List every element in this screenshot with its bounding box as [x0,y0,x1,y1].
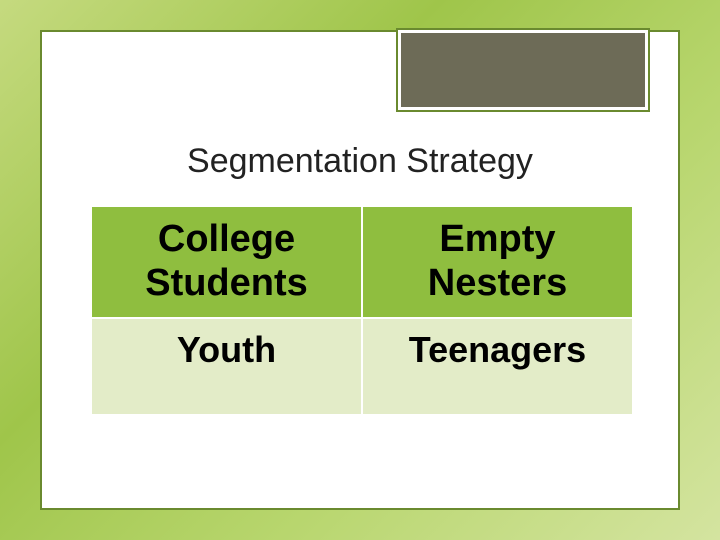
corner-accent-box [398,30,648,110]
slide-frame: Segmentation Strategy College Students E… [40,30,680,510]
cell-empty-nesters: Empty Nesters [363,207,632,317]
cell-teenagers: Teenagers [363,319,632,414]
slide-title: Segmentation Strategy [42,142,678,181]
segmentation-grid: College Students Empty Nesters Youth Tee… [92,207,632,414]
table-row: Youth Teenagers [92,319,632,414]
table-row: College Students Empty Nesters [92,207,632,319]
cell-college-students: College Students [92,207,363,317]
cell-youth: Youth [92,319,363,414]
